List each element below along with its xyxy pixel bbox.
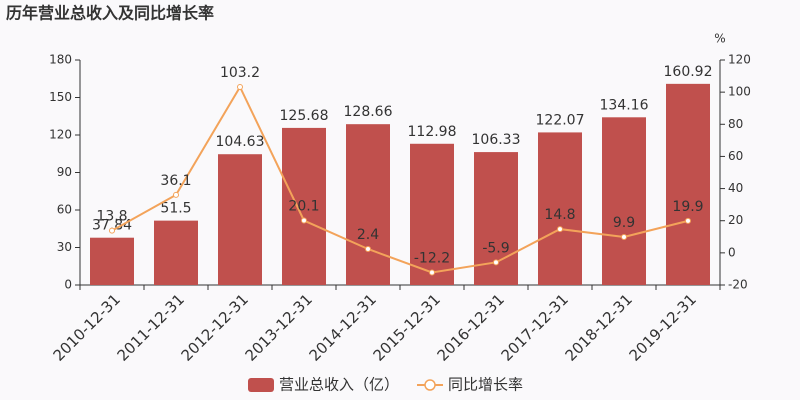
bar-value-label: 37.84 — [92, 218, 132, 234]
line-value-label: 103.2 — [220, 65, 260, 81]
y2-tick-label: 0 — [728, 245, 736, 259]
line-value-label: -12.2 — [414, 250, 450, 266]
line-value-label: 36.1 — [160, 173, 191, 189]
bar-value-label: 125.68 — [280, 108, 329, 124]
bar — [90, 237, 134, 285]
line-point — [557, 226, 563, 233]
bar-value-label: 128.66 — [344, 104, 393, 120]
line-point — [685, 217, 691, 224]
x-tick-label: 2012-12-31 — [178, 290, 252, 364]
x-tick-label: 2017-12-31 — [498, 290, 572, 364]
line-point — [621, 233, 627, 240]
bar — [154, 220, 198, 285]
x-tick-label: 2016-12-31 — [434, 290, 508, 364]
line-point — [109, 227, 115, 234]
y-tick-label: 90 — [57, 165, 72, 179]
x-tick-label: 2015-12-31 — [370, 290, 444, 364]
legend-swatch — [248, 378, 274, 392]
y2-tick-label: 40 — [728, 181, 743, 195]
line-value-label: 2.4 — [357, 227, 379, 243]
x-tick-label: 2019-12-31 — [626, 290, 700, 364]
bar — [666, 83, 710, 285]
line — [111, 84, 689, 274]
line-point — [493, 259, 499, 266]
bar — [282, 127, 326, 286]
y-tick-label: 30 — [57, 240, 72, 254]
y2-tick-label: 60 — [728, 149, 743, 163]
line-value-label: 20.1 — [288, 199, 319, 215]
line-point — [173, 191, 179, 198]
line-value-label: 19.9 — [672, 199, 703, 215]
line-value-label: -5.9 — [482, 240, 509, 256]
x-tick-label: 2018-12-31 — [562, 290, 636, 364]
bar — [346, 124, 390, 285]
y2-tick-label: -20 — [728, 278, 748, 292]
x-tick-label: 2013-12-31 — [242, 290, 316, 364]
line-point — [365, 246, 371, 252]
y2-tick-label: 120 — [728, 53, 751, 67]
line-point — [301, 217, 307, 224]
bar-value-label: 106.33 — [472, 132, 521, 148]
bar-value-label: 134.16 — [600, 97, 649, 113]
bar-value-label: 112.98 — [408, 124, 457, 140]
x-tick-label: 2014-12-31 — [306, 290, 380, 364]
line-value-label: 13.8 — [96, 209, 127, 225]
x-tick-label: 2011-12-31 — [114, 290, 188, 364]
y2-tick-label: 80 — [728, 117, 743, 131]
chart-title: 历年营业总收入及同比增长率 — [6, 4, 214, 23]
y-tick-label: 60 — [57, 203, 72, 217]
bar-value-label: 51.5 — [160, 201, 191, 217]
bar-value-label: 104.63 — [216, 134, 265, 150]
y2-unit: % — [714, 32, 725, 46]
bar — [410, 143, 454, 285]
legend-swatch — [424, 379, 436, 391]
legend-label: 同比增长率 — [448, 376, 523, 394]
bar — [218, 154, 262, 285]
y-tick-label: 180 — [49, 53, 72, 67]
x-tick-label: 2010-12-31 — [50, 290, 124, 364]
bar-value-label: 160.92 — [664, 64, 713, 80]
line-point — [429, 269, 435, 276]
bar — [602, 117, 646, 285]
y-tick-label: 0 — [64, 278, 72, 292]
y-tick-label: 150 — [49, 90, 72, 104]
y-tick-label: 120 — [49, 128, 72, 142]
line-point — [237, 84, 243, 90]
bar-value-label: 122.07 — [536, 112, 585, 128]
legend-label: 营业总收入（亿） — [279, 376, 399, 394]
line-value-label: 14.8 — [544, 207, 575, 223]
bar — [538, 132, 582, 285]
line-value-label: 9.9 — [613, 215, 635, 231]
y2-tick-label: 100 — [728, 85, 751, 99]
y2-tick-label: 20 — [728, 213, 743, 227]
